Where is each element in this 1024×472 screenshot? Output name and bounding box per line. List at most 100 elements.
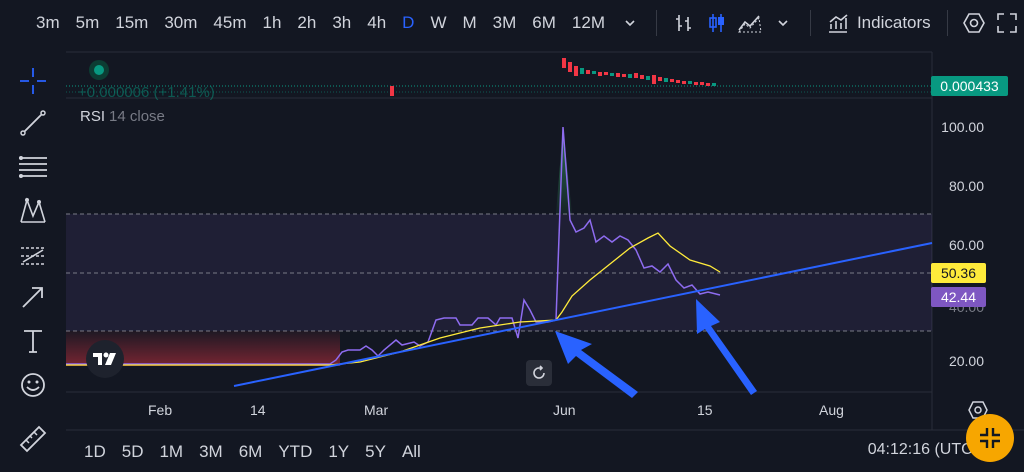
rsi-params: 14 close: [109, 108, 165, 125]
range-3m[interactable]: 3M: [199, 442, 223, 461]
candle: [628, 74, 632, 78]
range-5y[interactable]: 5Y: [365, 442, 386, 461]
candle: [616, 73, 620, 77]
trend-line[interactable]: [233, 242, 933, 387]
oversold-fill: [66, 331, 340, 366]
range-6m[interactable]: 6M: [238, 442, 263, 461]
candle: [568, 62, 572, 72]
timeframe-4h[interactable]: 4h: [367, 13, 387, 32]
candle: [676, 80, 680, 83]
ruler-tool[interactable]: [14, 420, 52, 458]
candlestick-icon[interactable]: [700, 6, 733, 40]
indicators-button[interactable]: Indicators: [821, 12, 937, 34]
range-5d[interactable]: 5D: [121, 442, 144, 461]
timeframe-30m[interactable]: 30m: [164, 13, 198, 32]
forecast-icon: [21, 247, 45, 265]
refresh-icon: [533, 365, 545, 379]
emoji-tool[interactable]: [14, 366, 52, 404]
timeframe-w[interactable]: W: [430, 13, 447, 32]
x-tick-14: 14: [250, 402, 266, 418]
timeframe-2h[interactable]: 2h: [297, 13, 317, 32]
timeframe-3mo[interactable]: 3M: [492, 13, 517, 32]
crosshair-tool[interactable]: [14, 62, 52, 100]
fullscreen-icon[interactable]: [991, 6, 1024, 40]
timeframe-45m[interactable]: 45m: [213, 13, 247, 32]
clock-timezone[interactable]: 04:12:16 (UTC+: [867, 441, 982, 458]
annotation-arrow-left[interactable]: [555, 331, 638, 398]
chart-pane[interactable]: [66, 50, 1024, 472]
candle: [670, 79, 674, 82]
pattern-icon: [20, 197, 46, 223]
forecast-tool[interactable]: [14, 236, 52, 274]
text-icon: [24, 330, 42, 353]
pattern-tool[interactable]: [14, 192, 52, 230]
indicators-label: Indicators: [856, 13, 931, 32]
y-tick-100: 100.00: [941, 119, 984, 135]
indicators-icon: [828, 14, 848, 33]
x-tick-feb: Feb: [148, 402, 173, 418]
crosshair-icon: [20, 68, 46, 94]
timeframe-3m[interactable]: 3m: [36, 13, 60, 32]
range-all[interactable]: All: [401, 442, 421, 461]
candle: [658, 77, 662, 81]
candle: [586, 70, 590, 74]
candle: [574, 66, 578, 76]
top-toolbar: 3m 5m 15m 30m 45m 1h 2h 3h 4h D W M 3M 6…: [0, 0, 1024, 46]
candle: [390, 86, 394, 96]
area-chart-icon[interactable]: [734, 6, 767, 40]
timeframe-15m[interactable]: 15m: [115, 13, 149, 32]
arrow-icon: [22, 287, 43, 308]
timeframe-5m[interactable]: 5m: [75, 13, 100, 32]
timeframe-3h[interactable]: 3h: [332, 13, 352, 32]
y-tick-20: 20.00: [948, 353, 984, 369]
candle: [610, 73, 614, 76]
current-price-badge: 0.000433: [931, 76, 1008, 96]
timeframe-d[interactable]: D: [402, 13, 415, 32]
chevron-down-icon[interactable]: [767, 6, 800, 40]
candle: [688, 81, 692, 84]
price-candles: [390, 58, 716, 96]
reset-chart-button[interactable]: [526, 360, 552, 386]
brush-tool[interactable]: [14, 278, 52, 316]
candle: [694, 82, 698, 85]
expand-button[interactable]: [966, 414, 1014, 462]
divider: [946, 10, 948, 36]
price-change-label: +0.000006 (+1.41%): [78, 84, 215, 101]
ruler-icon: [19, 425, 47, 453]
timeframe-m[interactable]: M: [462, 13, 477, 32]
y-tick-80: 80.00: [948, 178, 984, 194]
candle: [592, 71, 596, 74]
divider: [656, 10, 658, 36]
candle: [700, 82, 704, 85]
range-1d[interactable]: 1D: [84, 442, 106, 461]
candle: [664, 78, 668, 82]
candle: [682, 81, 686, 84]
annotation-arrow-right[interactable]: [696, 299, 757, 395]
candle: [640, 75, 644, 79]
candle: [634, 73, 638, 78]
collapse-icon: [980, 428, 1000, 448]
bar-chart-icon[interactable]: [667, 6, 700, 40]
candle: [622, 74, 626, 77]
fib-tool[interactable]: [14, 148, 52, 186]
rsi-legend[interactable]: RSI 14 close: [80, 108, 165, 125]
trendline-tool[interactable]: [14, 104, 52, 142]
candle: [712, 83, 716, 86]
range-ytd[interactable]: YTD: [278, 442, 313, 461]
drawing-toolbar: [0, 46, 66, 472]
range-1y[interactable]: 1Y: [328, 442, 350, 461]
candle: [580, 68, 584, 74]
tradingview-logo[interactable]: [86, 340, 124, 378]
text-tool[interactable]: [14, 322, 52, 360]
candle: [598, 72, 602, 76]
y-tick-60: 60.00: [948, 237, 984, 253]
range-bar: 1D 5D 1M 3M 6M YTD 1Y 5Y All: [66, 432, 1024, 472]
settings-icon[interactable]: [958, 6, 991, 40]
timeframe-6mo[interactable]: 6M: [532, 13, 556, 32]
chevron-down-icon[interactable]: [613, 6, 646, 40]
x-tick-15: 15: [697, 402, 713, 418]
candle: [652, 75, 656, 84]
timeframe-12mo[interactable]: 12M: [571, 13, 605, 32]
range-1m[interactable]: 1M: [159, 442, 184, 461]
timeframe-1h[interactable]: 1h: [262, 13, 282, 32]
